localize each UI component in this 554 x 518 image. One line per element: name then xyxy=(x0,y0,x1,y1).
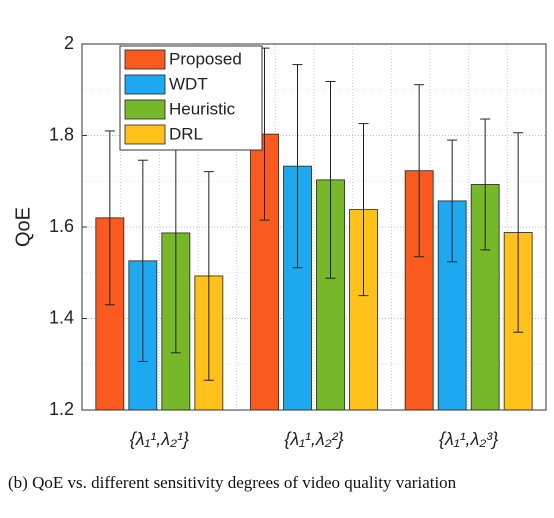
error-bar xyxy=(414,84,425,258)
error-bar xyxy=(325,81,336,279)
y-tick-label: 1.6 xyxy=(49,216,74,236)
error-bar xyxy=(480,118,491,251)
y-axis-label: QoE xyxy=(12,207,34,247)
error-bar xyxy=(513,132,524,333)
legend-swatch xyxy=(124,124,166,145)
error-bar xyxy=(358,123,369,297)
error-bar xyxy=(137,159,148,363)
caption: (b) QoE vs. different sensitivity degree… xyxy=(8,473,457,492)
legend-label: DRL xyxy=(169,124,203,143)
chart: QoE 1.2 1.4 1.6 1.8 2 {λ₁¹,λ₂¹} {λ₁¹,λ₂²} {λ₁¹,… xyxy=(12,33,547,449)
plot-frame xyxy=(81,43,547,411)
x-tick-label: {λ₁¹,λ₂¹} xyxy=(130,429,189,449)
legend-swatch xyxy=(124,49,166,70)
y-tick-label: 2 xyxy=(64,33,74,53)
y-tick-label: 1.4 xyxy=(49,307,74,327)
error-bar xyxy=(203,171,214,381)
x-tick-label: {λ₁¹,λ₂²} xyxy=(284,429,343,449)
error-bar xyxy=(104,130,115,306)
legend-label: WDT xyxy=(169,74,208,93)
legend-swatch xyxy=(124,74,166,95)
error-bar xyxy=(292,64,303,269)
y-tick-label: 1.2 xyxy=(49,399,74,419)
y-tick-label: 1.8 xyxy=(49,124,74,144)
page: {"chart_data": {"type": "bar", "ylabel":… xyxy=(8,32,547,492)
x-tick-label: {λ₁¹,λ₂³} xyxy=(439,429,498,449)
legend-label: Proposed xyxy=(169,49,242,68)
legend-label: Heuristic xyxy=(169,99,236,118)
legend-swatch xyxy=(124,99,166,120)
error-bar xyxy=(447,139,458,263)
